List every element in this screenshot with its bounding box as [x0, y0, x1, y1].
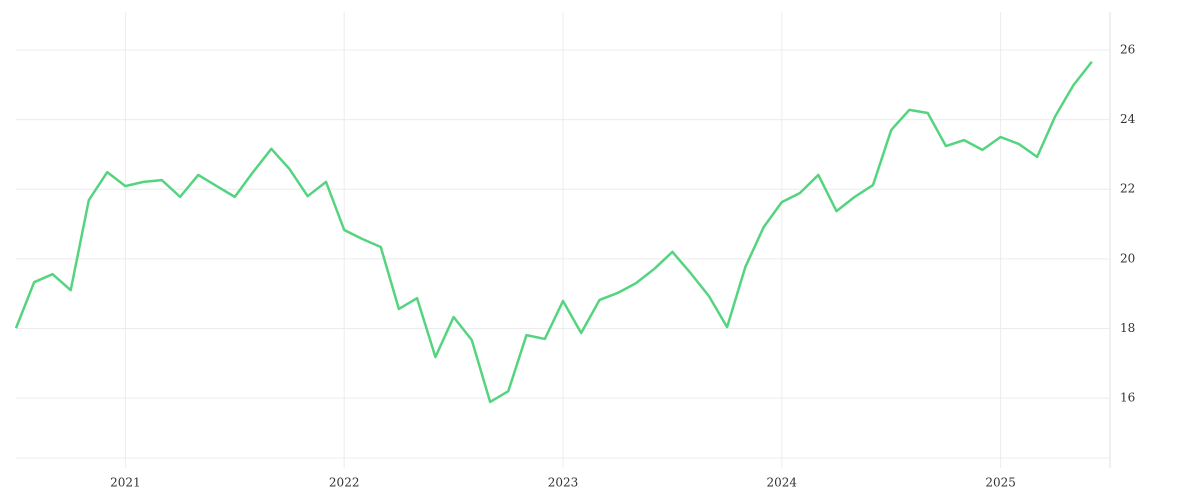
y-tick-label: 18: [1120, 321, 1135, 335]
y-tick-label: 16: [1120, 391, 1135, 405]
x-tick-label: 2024: [767, 476, 798, 490]
series-line: [14, 61, 1093, 404]
y-tick-label: 20: [1120, 251, 1135, 265]
y-tick-label: 24: [1120, 112, 1136, 126]
x-tick-label: 2025: [985, 476, 1016, 490]
y-tick-label: 22: [1120, 182, 1135, 196]
y-tick-label: 26: [1120, 42, 1135, 56]
x-tick-label: 2023: [548, 476, 579, 490]
x-tick-label: 2022: [329, 476, 360, 490]
x-tick-label: 2021: [110, 476, 141, 490]
